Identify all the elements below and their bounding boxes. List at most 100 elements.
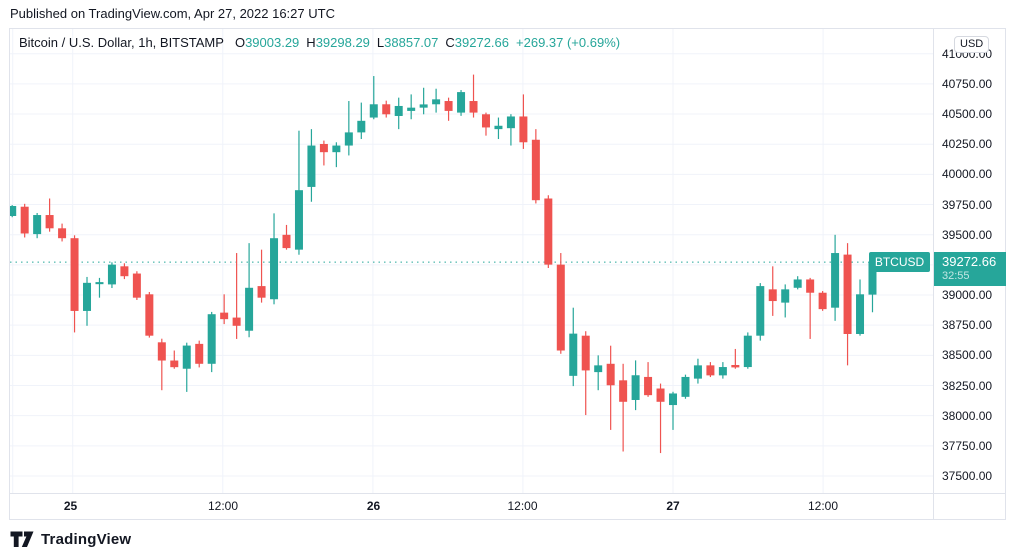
time-axis[interactable]: 25 12:00 26 12:00 27 12:00 <box>10 493 1005 520</box>
candle-body <box>319 143 328 153</box>
candle-up <box>693 358 702 384</box>
candle-body <box>307 145 316 187</box>
candle-up <box>107 262 116 289</box>
tradingview-logo-icon[interactable] <box>10 531 34 548</box>
time-axis-day-label: 26 <box>366 499 381 513</box>
candle-down <box>282 224 291 250</box>
price-axis-label: 40750.00 <box>942 76 993 91</box>
candle-up <box>270 213 279 305</box>
bar-countdown: 32:55 <box>942 270 970 283</box>
chart-pane[interactable]: Bitcoin / U.S. Dollar, 1h, BITSTAMP O3900… <box>10 29 933 493</box>
candle-body <box>718 367 727 376</box>
candle-body <box>95 282 104 285</box>
candle-up <box>294 130 303 255</box>
candle-body <box>394 105 403 116</box>
candle-body <box>419 104 428 108</box>
candle-body <box>743 335 752 368</box>
candle-body <box>644 376 653 396</box>
candle-down <box>45 198 54 232</box>
candle-up <box>681 374 690 399</box>
candle-body <box>756 286 765 336</box>
candle-up <box>33 212 42 239</box>
candle-up <box>494 117 503 140</box>
candle-up <box>407 94 416 120</box>
candle-body <box>270 238 279 300</box>
candle-body <box>693 365 702 379</box>
candle-body <box>868 262 877 295</box>
candle-down <box>469 74 478 118</box>
tradingview-brand[interactable]: TradingView <box>41 530 132 548</box>
candle-up <box>245 243 254 338</box>
close-value: 39272.66 <box>454 35 510 50</box>
price-axis[interactable]: USD 39272.66 32:55 41000.00 40750.00 40500… <box>933 29 1006 519</box>
footer: TradingView <box>10 527 131 551</box>
candle-body <box>195 343 204 364</box>
candle-down <box>556 253 565 354</box>
candle-up <box>856 279 865 336</box>
candle-body <box>631 375 640 400</box>
low-label: L <box>376 35 385 50</box>
candle-up <box>419 87 428 115</box>
price-axis-label: 40250.00 <box>942 137 993 152</box>
candle-body <box>432 99 441 105</box>
candle-down <box>145 292 154 338</box>
high-label: H <box>306 35 316 50</box>
candle-body <box>581 335 590 371</box>
candle-up <box>457 90 466 116</box>
candle-body <box>569 333 578 376</box>
candle-body <box>282 234 291 249</box>
candle-down <box>195 340 204 368</box>
candle-body <box>806 279 815 293</box>
candle-down <box>120 263 129 280</box>
candle-up <box>83 276 92 326</box>
candle-body <box>481 114 490 128</box>
price-axis-label: 38500.00 <box>942 348 993 363</box>
candle-up <box>831 234 840 321</box>
candle-up <box>743 332 752 369</box>
candle-body <box>382 104 391 115</box>
candle-body <box>781 289 790 303</box>
candle-body <box>831 253 840 308</box>
price-axis-label: 38000.00 <box>942 408 993 423</box>
candle-body <box>606 363 615 386</box>
time-axis-day-label: 27 <box>666 499 680 513</box>
symbol-title[interactable]: Bitcoin / U.S. Dollar, 1h, BITSTAMP <box>19 35 224 50</box>
candle-down <box>382 100 391 118</box>
last-price-tag: 39272.66 32:55 <box>934 252 1006 287</box>
candle-body <box>494 125 503 130</box>
candle-up <box>307 129 316 202</box>
candle-body <box>20 206 29 234</box>
candle-body <box>506 116 515 129</box>
candle-down <box>220 294 229 325</box>
candle-body <box>232 317 241 326</box>
candle-body <box>544 198 553 265</box>
price-axis-label: 40500.00 <box>942 107 993 122</box>
chart-frame: Bitcoin / U.S. Dollar, 1h, BITSTAMP O3900… <box>9 28 1006 520</box>
candle-down <box>644 362 653 397</box>
high-value: 39298.29 <box>315 35 370 50</box>
candle-body <box>594 365 603 373</box>
symbol-legend: Bitcoin / U.S. Dollar, 1h, BITSTAMP O3900… <box>19 35 620 50</box>
candle-down <box>731 348 740 369</box>
candle-body <box>132 273 141 298</box>
price-axis-label: 38250.00 <box>942 378 993 393</box>
candle-body <box>457 92 466 113</box>
candle-body <box>793 279 802 288</box>
candle-down <box>519 94 528 149</box>
candle-body <box>731 364 740 368</box>
candle-body <box>207 314 216 364</box>
candle-body <box>170 360 179 368</box>
candle-up <box>718 362 727 379</box>
candle-up <box>631 360 640 411</box>
candle-body <box>856 294 865 334</box>
candle-up <box>394 97 403 130</box>
price-axis-label: 37750.00 <box>942 438 993 453</box>
currency-usd-button[interactable]: USD <box>954 36 990 53</box>
candle-up <box>10 205 17 218</box>
candle-body <box>531 139 540 201</box>
candlestick-chart[interactable] <box>10 29 933 493</box>
candle-body <box>818 292 827 310</box>
low-value: 38857.07 <box>384 35 439 50</box>
close-label: C <box>445 35 455 50</box>
